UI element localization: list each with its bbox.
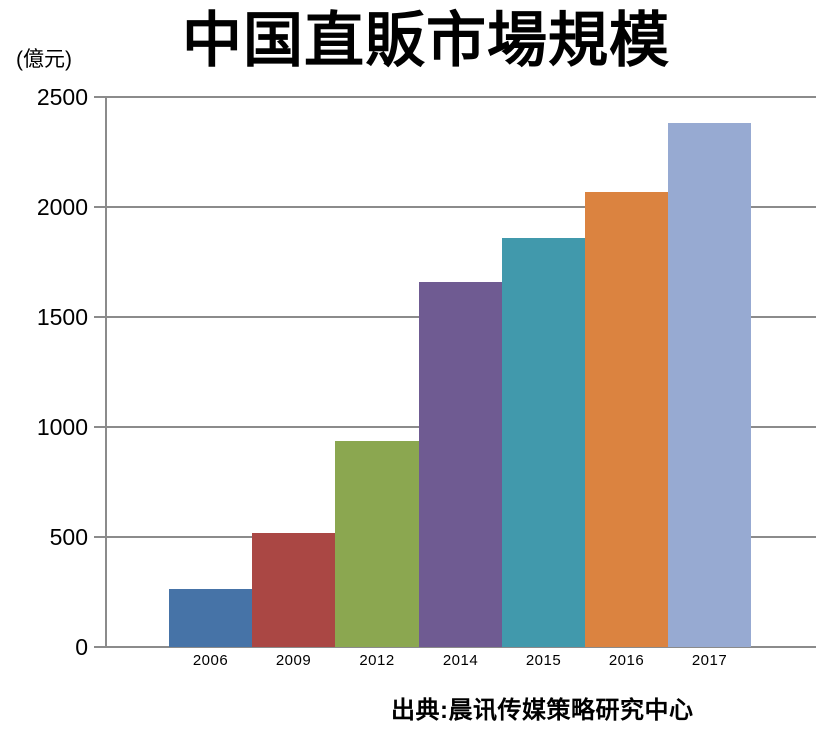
y-axis-unit-label: (億元) <box>16 48 72 71</box>
x-axis-label: 2014 <box>442 652 479 669</box>
bar-2006 <box>169 589 252 647</box>
x-axis-label: 2016 <box>608 652 645 669</box>
gridline <box>106 96 816 98</box>
y-axis-label: 2500 <box>36 84 88 110</box>
y-axis-label: 0 <box>75 634 88 660</box>
gridline <box>106 206 816 208</box>
y-tick <box>94 646 106 648</box>
y-tick <box>94 426 106 428</box>
x-axis-label: 2017 <box>691 652 728 669</box>
x-axis-label: 2012 <box>359 652 395 669</box>
bar-2017 <box>668 123 751 647</box>
x-axis-label: 2009 <box>275 652 312 669</box>
y-axis-label: 1000 <box>36 414 88 440</box>
y-axis-label: 500 <box>49 524 88 550</box>
y-tick <box>94 536 106 538</box>
bar-2016 <box>585 192 668 647</box>
y-tick <box>94 316 106 318</box>
y-axis-line <box>105 97 107 647</box>
y-tick <box>94 96 106 98</box>
bar-2014 <box>419 282 502 647</box>
chart-title: 中国直販市場規模 <box>182 7 670 74</box>
bar-2012 <box>335 441 419 647</box>
bar-2015 <box>502 238 585 647</box>
bar-2009 <box>252 533 335 647</box>
x-axis-label: 2006 <box>192 652 229 669</box>
x-axis-label: 2015 <box>525 652 562 669</box>
plot-area: 0 500 1000 1500 2000 2500 2006 2009 2012 2014 2015… <box>37 86 816 669</box>
y-axis-label: 1500 <box>36 304 88 330</box>
x-axis-baseline <box>106 646 816 648</box>
source-caption: 出典:晨讯传媒策略研究中心 <box>391 697 694 724</box>
y-axis-label: 2000 <box>36 194 88 220</box>
y-tick <box>94 206 106 208</box>
